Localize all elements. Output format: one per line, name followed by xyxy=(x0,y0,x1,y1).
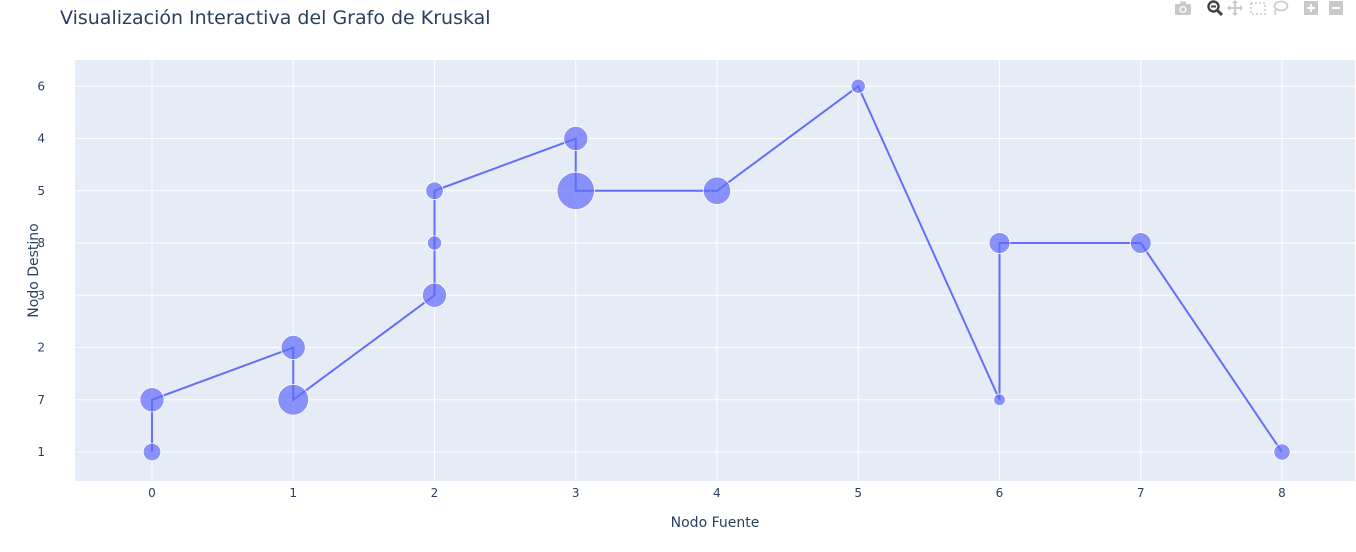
y-tick-label: 4 xyxy=(37,132,45,146)
x-tick-label: 1 xyxy=(289,486,297,500)
x-tick-label: 0 xyxy=(148,486,156,500)
x-tick-label: 6 xyxy=(996,486,1004,500)
series-markers[interactable] xyxy=(139,78,1291,462)
y-tick-label: 3 xyxy=(37,288,45,302)
x-tick-labels: 0 1 2 3 4 5 6 7 8 xyxy=(148,486,1286,500)
data-point[interactable] xyxy=(1273,443,1291,461)
x-tick-label: 8 xyxy=(1278,486,1286,500)
plot-background xyxy=(75,60,1355,481)
data-point[interactable] xyxy=(426,235,443,251)
y-axis-title: Nodo Destino xyxy=(26,223,42,317)
data-point[interactable] xyxy=(988,232,1011,254)
modebar xyxy=(1146,0,1356,16)
chart-title: Visualización Interactiva del Grafo de K… xyxy=(60,7,491,29)
data-point[interactable] xyxy=(850,78,866,94)
y-tick-labels: 1 7 2 3 8 5 4 6 xyxy=(37,79,45,459)
zoom-in-icon[interactable] xyxy=(1302,0,1320,16)
x-tick-label: 7 xyxy=(1137,486,1145,500)
x-tick-label: 2 xyxy=(431,486,439,500)
box-select-icon[interactable] xyxy=(1249,0,1267,16)
lasso-select-icon[interactable] xyxy=(1271,0,1289,16)
y-tick-label: 6 xyxy=(37,79,45,93)
data-point[interactable] xyxy=(142,442,162,462)
data-point[interactable] xyxy=(139,387,165,413)
y-tick-label: 2 xyxy=(37,341,45,355)
y-tick-label: 1 xyxy=(37,445,45,459)
data-point[interactable] xyxy=(702,176,732,205)
zoom-icon[interactable] xyxy=(1206,0,1224,16)
x-tick-label: 4 xyxy=(713,486,721,500)
data-point[interactable] xyxy=(993,393,1006,406)
x-tick-label: 5 xyxy=(854,486,862,500)
data-point[interactable] xyxy=(563,126,589,152)
data-point[interactable] xyxy=(556,171,595,210)
y-tick-label: 5 xyxy=(37,184,45,198)
data-point[interactable] xyxy=(425,181,444,200)
data-point[interactable] xyxy=(277,383,310,416)
data-point[interactable] xyxy=(280,334,306,360)
y-tick-label: 7 xyxy=(37,393,45,407)
x-tick-label: 3 xyxy=(572,486,580,500)
zoom-out-icon[interactable] xyxy=(1327,0,1345,16)
pan-icon[interactable] xyxy=(1226,0,1244,16)
data-point[interactable] xyxy=(1129,232,1152,254)
y-tick-label: 8 xyxy=(37,236,45,250)
x-axis-title: Nodo Fuente xyxy=(671,515,760,531)
data-point[interactable] xyxy=(421,282,447,308)
camera-icon[interactable] xyxy=(1174,0,1192,16)
